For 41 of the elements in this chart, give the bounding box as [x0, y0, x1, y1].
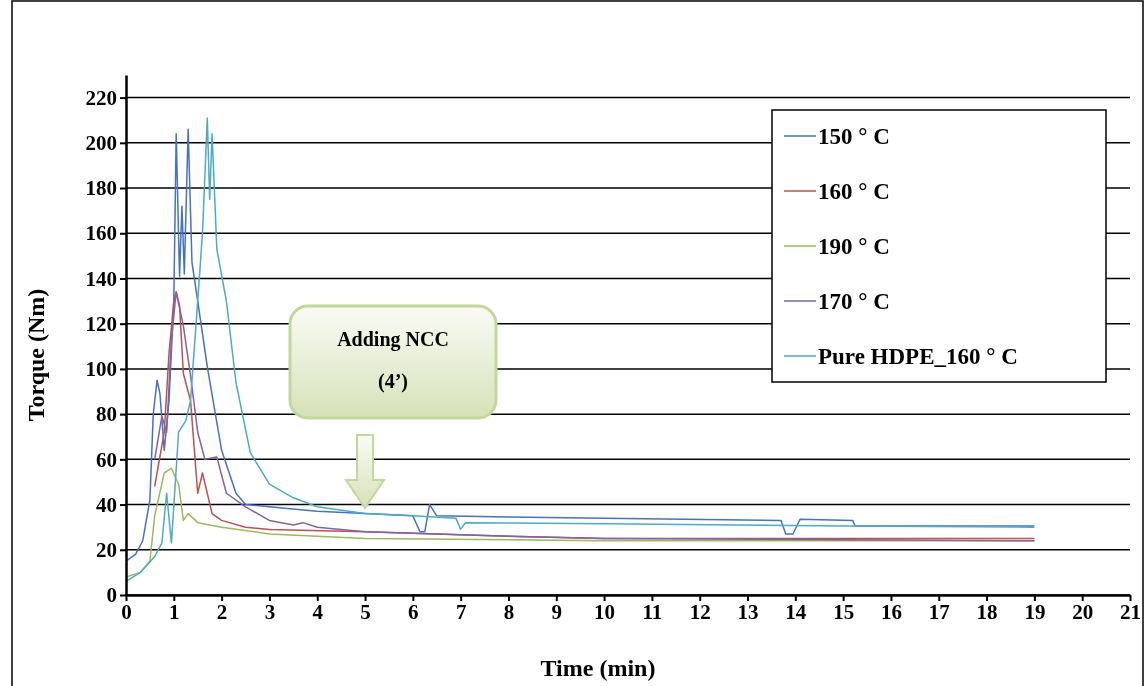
- legend-label: Pure HDPE_160 ° C: [818, 344, 1018, 369]
- x-tick-label: 11: [642, 599, 663, 624]
- x-tick-label: 5: [360, 599, 371, 624]
- x-tick-label: 7: [455, 599, 467, 624]
- y-tick-label: 200: [85, 131, 117, 156]
- x-axis-title: Time (min): [540, 655, 656, 681]
- x-tick-label: 12: [689, 599, 711, 624]
- y-tick-label: 180: [85, 176, 117, 201]
- x-tick-label: 17: [928, 599, 950, 624]
- legend-label: 190 ° C: [818, 234, 890, 259]
- y-tick-label: 80: [96, 402, 117, 427]
- y-tick-label: 120: [85, 311, 117, 336]
- x-tick-label: 13: [737, 599, 759, 624]
- y-tick-label: 40: [96, 492, 117, 517]
- x-tick-label: 4: [312, 599, 324, 624]
- x-tick-label: 6: [408, 599, 419, 624]
- x-tick-label: 10: [594, 599, 616, 624]
- x-tick-label: 19: [1024, 599, 1046, 624]
- x-tick-label: 8: [503, 599, 515, 624]
- x-tick-label: 18: [976, 599, 998, 624]
- x-tick-label: 20: [1072, 599, 1094, 624]
- y-tick-label: 220: [85, 85, 117, 110]
- x-tick-label: 14: [785, 599, 807, 624]
- y-axis-title: Torque (Nm): [23, 288, 49, 422]
- y-tick-label: 60: [96, 447, 117, 472]
- legend-label: 170 ° C: [818, 289, 890, 314]
- x-tick-label: 9: [551, 599, 563, 624]
- legend-label: 150 ° C: [818, 124, 890, 149]
- y-tick-label: 0: [106, 583, 117, 608]
- x-tick-label: 1: [169, 599, 180, 624]
- y-tick-label: 20: [96, 538, 117, 562]
- x-tick-label: 3: [264, 599, 276, 624]
- x-tick-label: 21: [1120, 599, 1141, 624]
- x-tick-label: 15: [833, 599, 855, 624]
- annotation: Adding NCC (4’): [337, 328, 449, 393]
- y-tick-label: 160: [85, 221, 117, 246]
- legend-label: 160 ° C: [818, 179, 890, 204]
- x-tick-label: 16: [880, 599, 902, 624]
- y-tick-label: 140: [85, 266, 117, 291]
- x-tick-label: 2: [216, 599, 228, 624]
- y-tick-label: 100: [85, 357, 117, 382]
